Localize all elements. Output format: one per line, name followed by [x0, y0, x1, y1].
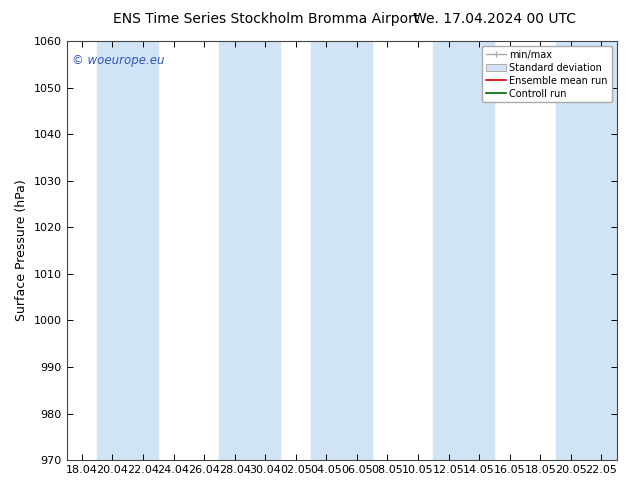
Text: © woeurope.eu: © woeurope.eu [72, 53, 165, 67]
Text: ENS Time Series Stockholm Bromma Airport: ENS Time Series Stockholm Bromma Airport [113, 12, 420, 26]
Bar [97, 41, 158, 460]
Bar [433, 41, 495, 460]
Y-axis label: Surface Pressure (hPa): Surface Pressure (hPa) [15, 180, 28, 321]
Legend: min/max, Standard deviation, Ensemble mean run, Controll run: min/max, Standard deviation, Ensemble me… [482, 46, 612, 102]
Bar [311, 41, 372, 460]
Text: We. 17.04.2024 00 UTC: We. 17.04.2024 00 UTC [413, 12, 576, 26]
Bar [555, 41, 617, 460]
Bar [219, 41, 280, 460]
